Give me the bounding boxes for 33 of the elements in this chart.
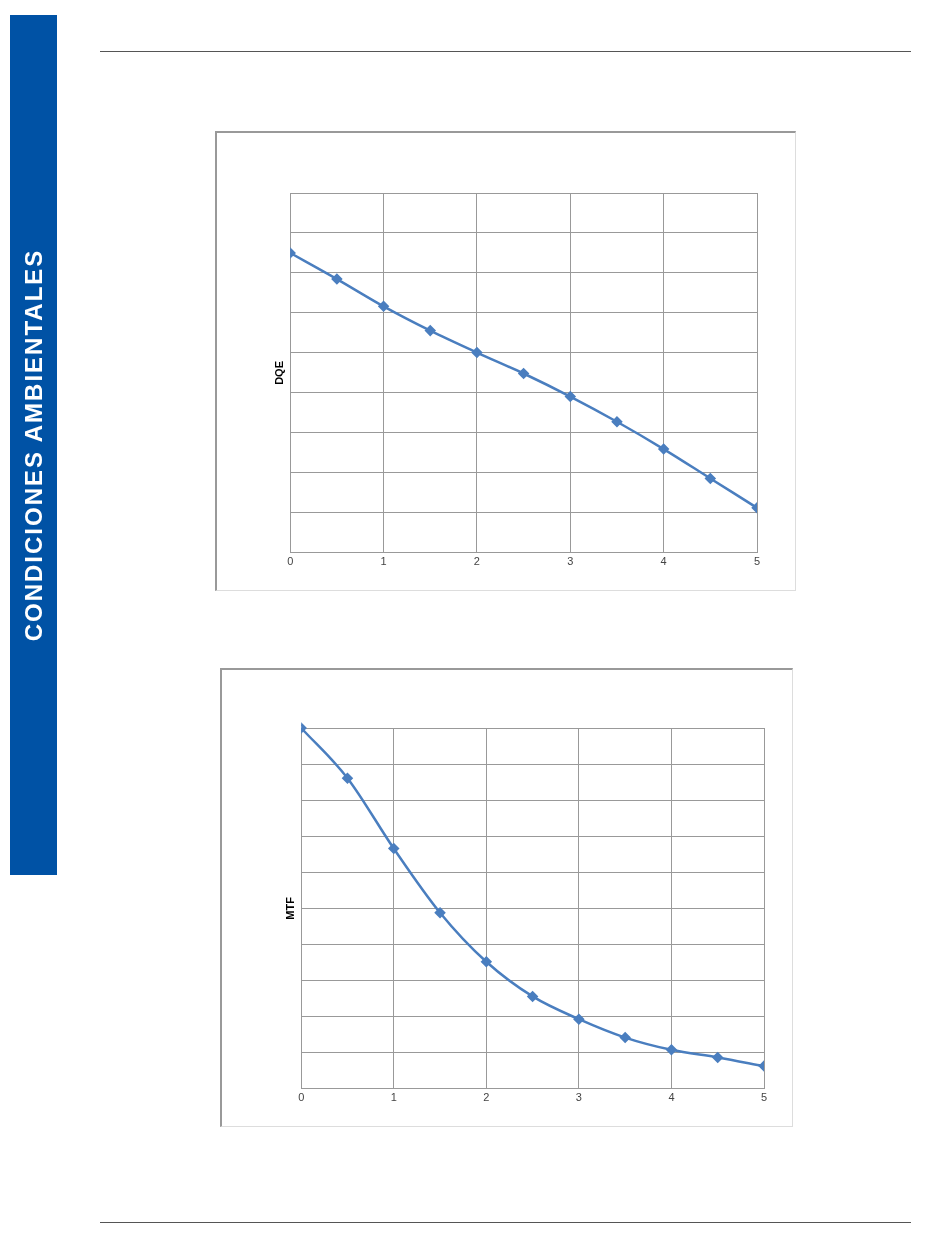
point — [619, 1032, 631, 1043]
point — [471, 347, 483, 358]
point — [666, 1044, 677, 1056]
point — [527, 991, 538, 1002]
point — [611, 416, 623, 428]
x-tick-label: 0 — [298, 1091, 305, 1104]
x-tick-label: 5 — [760, 1091, 768, 1104]
point — [378, 301, 389, 312]
point — [712, 1052, 723, 1063]
point — [705, 473, 716, 484]
point — [331, 273, 343, 285]
point — [481, 956, 492, 968]
point — [342, 772, 353, 784]
x-tick-label: 1 — [380, 555, 387, 568]
x-tick-label: 3 — [567, 555, 574, 568]
y-axis-title: MTF — [283, 896, 296, 920]
point — [573, 1013, 585, 1025]
point — [388, 843, 400, 854]
point — [658, 443, 669, 455]
x-tick-label: 3 — [575, 1091, 582, 1104]
x-tick-label: 2 — [473, 555, 480, 568]
point — [518, 368, 529, 379]
y-axis-title: DQE — [272, 360, 285, 385]
x-tick-label: 4 — [668, 1091, 675, 1104]
x-tick-label: 2 — [483, 1091, 490, 1104]
x-tick-label: 5 — [753, 555, 761, 568]
point — [434, 907, 446, 918]
x-tick-label: 1 — [390, 1091, 397, 1104]
x-tick-label: 0 — [287, 555, 294, 568]
point — [565, 391, 576, 402]
text: CONDICIONES AMBIENTALES — [19, 248, 48, 642]
point — [424, 325, 436, 336]
x-tick-label: 4 — [660, 555, 667, 568]
